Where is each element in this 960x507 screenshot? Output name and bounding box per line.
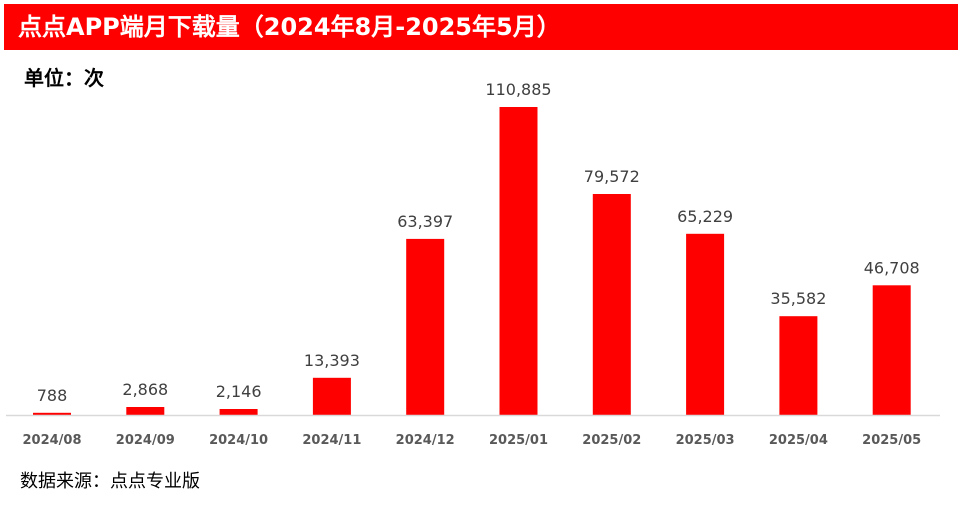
- x-tick-label: 2024/12: [396, 433, 455, 448]
- data-label: 35,582: [770, 289, 826, 308]
- bar: [126, 407, 165, 415]
- bar: [686, 233, 725, 415]
- bar: [406, 238, 445, 415]
- bar: [592, 194, 631, 415]
- x-tick-label: 2025/02: [582, 433, 641, 448]
- data-label: 65,229: [677, 207, 733, 226]
- data-label: 2,146: [216, 382, 262, 401]
- x-tick-label: 2024/11: [302, 433, 361, 448]
- x-tick-label: 2024/10: [209, 433, 268, 448]
- x-tick-label: 2025/01: [489, 433, 548, 448]
- data-label: 46,708: [864, 258, 920, 277]
- x-tick-label: 2024/08: [22, 433, 81, 448]
- x-tick-label: 2025/03: [676, 433, 735, 448]
- data-label: 110,885: [485, 80, 551, 99]
- data-label: 63,397: [397, 212, 453, 231]
- data-label: 2,868: [122, 380, 168, 399]
- chart-title: 点点APP端月下载量（2024年8月-2025年5月）: [18, 13, 561, 41]
- x-tick-label: 2025/05: [862, 433, 921, 448]
- data-label: 13,393: [304, 351, 360, 370]
- x-tick-label: 2024/09: [116, 433, 175, 448]
- bar: [219, 409, 258, 415]
- data-label: 79,572: [584, 167, 640, 186]
- bar: [33, 412, 71, 415]
- unit-label: 单位：次: [24, 66, 104, 90]
- title-banner: 点点APP端月下载量（2024年8月-2025年5月）: [4, 4, 958, 50]
- source-note: 数据来源：点点专业版: [20, 471, 200, 492]
- x-tick-label: 2025/04: [769, 433, 828, 448]
- bar: [779, 316, 818, 415]
- bar: [872, 285, 911, 415]
- bar: [312, 377, 351, 415]
- bar: [499, 107, 538, 415]
- data-label: 788: [37, 386, 68, 405]
